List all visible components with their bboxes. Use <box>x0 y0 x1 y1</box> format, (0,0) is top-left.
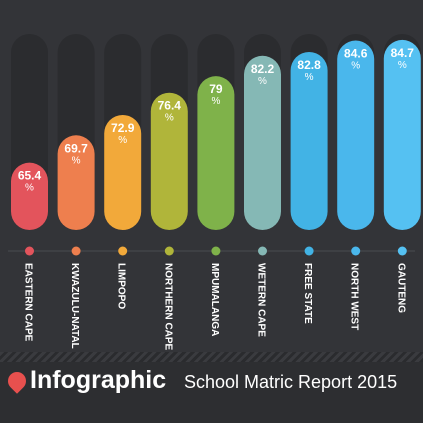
bar <box>197 76 235 230</box>
bar-unit-label: % <box>72 155 81 166</box>
category-label: FREE STATE <box>302 263 313 324</box>
category-marker <box>164 246 174 256</box>
category-marker <box>71 246 81 256</box>
bar <box>337 40 375 230</box>
bar <box>11 162 48 230</box>
bar <box>57 135 95 230</box>
brand-title: Infographic <box>30 366 167 394</box>
category-marker <box>211 246 221 256</box>
bar-value-label: 82.2 <box>251 62 275 76</box>
category-marker <box>118 246 128 256</box>
bar-unit-label: % <box>25 183 34 194</box>
footer-stripe <box>0 352 423 362</box>
bar-value-label: 84.7 <box>391 46 415 60</box>
category-label: WETERN CAPE <box>256 263 267 337</box>
category-label: NORTH WEST <box>349 263 360 330</box>
bar-value-label: 84.6 <box>344 47 368 61</box>
bar-unit-label: % <box>305 72 314 83</box>
bar-value-label: 65.4 <box>18 169 42 183</box>
bar <box>290 51 328 230</box>
bar-unit-label: % <box>258 76 267 87</box>
category-marker <box>258 246 267 256</box>
footer <box>0 352 423 423</box>
category-marker <box>351 246 361 256</box>
bar-value-label: 69.7 <box>64 141 88 155</box>
bar-unit-label: % <box>118 135 127 146</box>
bar-unit-label: % <box>351 61 360 72</box>
bar <box>244 55 281 230</box>
category-label: EASTERN CAPE <box>23 263 34 342</box>
category-marker <box>25 246 34 256</box>
category-label: KWAZULU-NATAL <box>69 263 80 349</box>
bar-unit-label: % <box>211 96 220 107</box>
category-label: NORTHERN CAPE <box>162 263 173 351</box>
category-label: MPUMALANGA <box>209 263 220 336</box>
bar-value-label: 79 <box>209 82 223 96</box>
bar-value-label: 76.4 <box>158 99 182 113</box>
bar-value-label: 72.9 <box>111 121 135 135</box>
bar <box>383 39 421 230</box>
bar-unit-label: % <box>165 113 174 124</box>
category-marker <box>304 246 314 256</box>
report-subtitle: School Matric Report 2015 <box>184 372 398 392</box>
category-label: GAUTENG <box>395 263 406 313</box>
bar-unit-label: % <box>398 60 407 71</box>
bar-value-label: 82.8 <box>297 58 321 72</box>
category-label: LIMPOPO <box>116 263 127 309</box>
category-marker <box>397 246 407 256</box>
bar <box>150 92 188 230</box>
bar <box>104 114 142 230</box>
